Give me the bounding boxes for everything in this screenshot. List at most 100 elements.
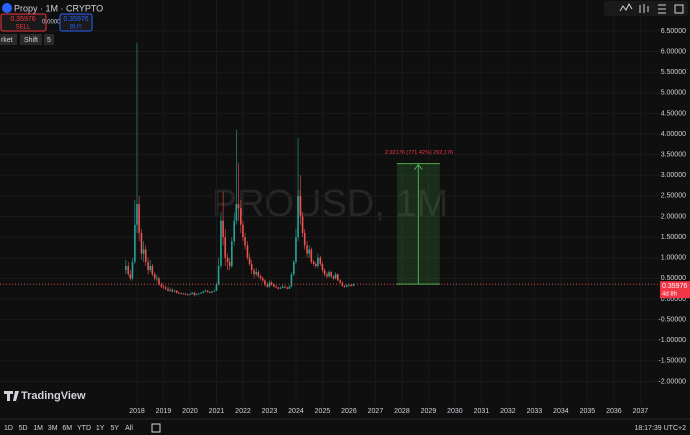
candle-body xyxy=(144,249,147,262)
x-tick-label: 2021 xyxy=(209,408,225,415)
candle-body xyxy=(343,285,346,287)
candle-body xyxy=(326,274,328,277)
candle-body xyxy=(321,263,324,271)
candle-body xyxy=(306,245,308,254)
candle-body xyxy=(334,274,337,279)
fullscreen-icon[interactable] xyxy=(674,4,684,14)
shift: Shift xyxy=(24,37,38,44)
range-button[interactable]: 1D xyxy=(4,425,13,432)
candle-body xyxy=(281,286,284,288)
range-button[interactable]: 6M xyxy=(62,425,72,432)
range-button[interactable]: All xyxy=(125,425,133,432)
y-tick-label: 4.00000 xyxy=(661,131,686,138)
candle-body xyxy=(202,291,205,293)
range-button[interactable]: 3M xyxy=(48,425,58,432)
y-tick-label: 1.50000 xyxy=(661,234,686,241)
candle-body xyxy=(235,204,238,221)
buy-button[interactable] xyxy=(59,13,93,32)
candle-body xyxy=(279,287,282,289)
candle-body xyxy=(217,266,220,285)
buy-label: BUY xyxy=(70,25,82,31)
x-tick-label: 2023 xyxy=(262,408,278,415)
x-tick-label: 2035 xyxy=(580,408,596,415)
indicator-icon[interactable] xyxy=(639,4,649,13)
candle-body xyxy=(180,293,183,295)
candle-body xyxy=(151,266,154,275)
y-tick-label: 4.50000 xyxy=(661,110,686,117)
candle-body xyxy=(187,294,189,296)
candle-body xyxy=(204,290,207,292)
symbol[interactable]: Propy · 1M · CRYPTO xyxy=(14,3,103,13)
candle-body xyxy=(277,287,280,289)
order-type-button[interactable] xyxy=(0,34,17,45)
candle-body xyxy=(158,278,160,285)
x-tick-label: 2031 xyxy=(474,408,490,415)
sell-label: SELL xyxy=(16,25,31,31)
logo: TradingView xyxy=(21,390,86,402)
sell-button[interactable] xyxy=(0,13,47,32)
candle-body xyxy=(240,208,242,225)
range-button[interactable]: 5D xyxy=(19,425,28,432)
candle-body xyxy=(189,294,191,295)
calendar-icon xyxy=(151,423,161,433)
candle-body xyxy=(237,204,240,209)
x-tick-label: 2020 xyxy=(182,408,198,415)
position-label: 2.92176 (771.42%) 292,176 xyxy=(385,150,453,156)
quantity-box[interactable] xyxy=(44,34,54,45)
range-button[interactable]: YTD xyxy=(77,425,91,432)
candle-body xyxy=(131,261,134,279)
y-tick-label: 5.50000 xyxy=(661,69,686,76)
symbol-icon xyxy=(2,3,12,13)
x-tick-label: 2027 xyxy=(368,408,384,415)
candle-body xyxy=(222,220,224,238)
y-tick-label: 2.50000 xyxy=(661,193,686,200)
candle-body xyxy=(167,288,169,291)
candle-body xyxy=(319,257,322,264)
y-tick-label: 3.00000 xyxy=(661,172,686,179)
candle-body xyxy=(231,241,233,267)
y-tick-label: -2.00000 xyxy=(658,378,686,385)
candle-body xyxy=(301,216,304,234)
candle-body xyxy=(286,287,289,289)
y-tick-label: 6.50000 xyxy=(661,28,686,35)
candle-body xyxy=(273,284,275,287)
candle-body xyxy=(339,280,342,283)
candle-body xyxy=(288,286,291,289)
candle-body xyxy=(140,233,143,254)
range-button[interactable]: 1Y xyxy=(96,425,105,432)
spread: 0.00000 xyxy=(42,20,64,26)
candle-body xyxy=(173,290,176,292)
candle-body xyxy=(211,291,213,293)
candle-body xyxy=(312,261,315,264)
candle-body xyxy=(268,282,271,287)
candle-body xyxy=(246,245,249,258)
buy-price: 0.35976 xyxy=(63,16,88,23)
candle-body xyxy=(264,280,266,285)
range-button[interactable]: 1M xyxy=(33,425,43,432)
candle-body xyxy=(191,292,193,295)
candle-body xyxy=(337,274,339,281)
candle-body xyxy=(293,261,295,275)
x-tick-label: 2019 xyxy=(156,408,172,415)
x-tick-label: 2037 xyxy=(633,408,649,415)
plot xyxy=(0,0,660,405)
y-tick-label: -1.00000 xyxy=(658,337,686,344)
candle-body xyxy=(175,290,178,293)
watermark: PROUSD, 1M xyxy=(212,183,448,225)
chart-style-icon[interactable] xyxy=(619,2,633,12)
candle-body xyxy=(284,286,286,288)
range-button[interactable]: 5Y xyxy=(111,425,120,432)
candle-body xyxy=(169,289,171,291)
candle-body xyxy=(138,204,140,234)
x-tick-label: 2036 xyxy=(606,408,622,415)
candle-body xyxy=(248,257,251,264)
x-tick-label: 2024 xyxy=(288,408,304,415)
candle-body xyxy=(253,270,255,275)
x-tick-label: 2032 xyxy=(500,408,516,415)
shift-button[interactable] xyxy=(20,34,42,45)
candle-body xyxy=(266,284,269,287)
candle-body xyxy=(127,266,130,275)
menu-icon[interactable] xyxy=(658,4,666,14)
candle-body xyxy=(200,292,202,294)
candle-body xyxy=(149,266,152,271)
